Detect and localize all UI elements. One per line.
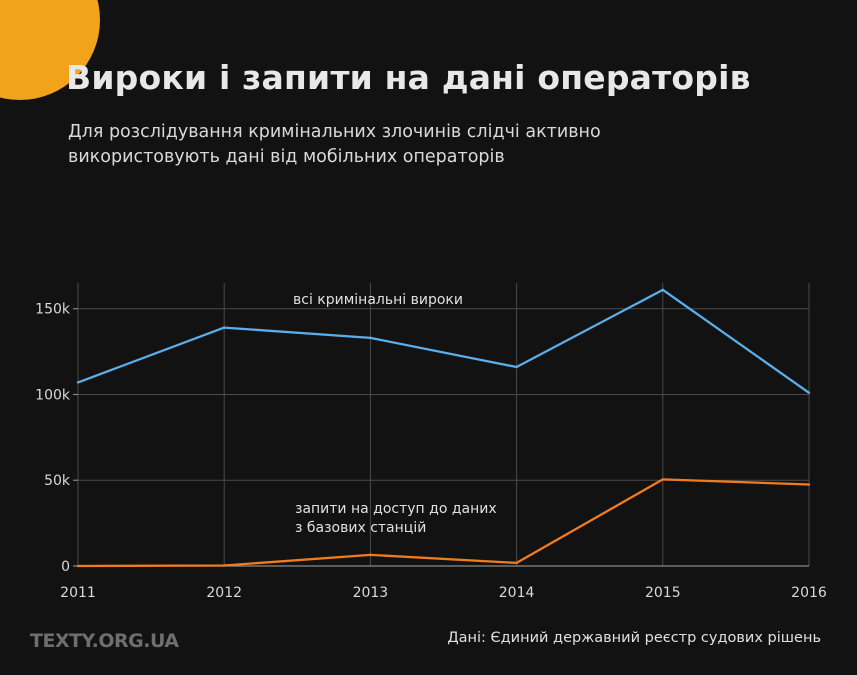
data-point-verdicts — [76, 381, 80, 384]
data-point-requests — [369, 553, 372, 557]
x-tick-label: 2011 — [60, 585, 96, 601]
x-axis: 2011 2012 2013 2014 2015 2016 — [60, 585, 827, 601]
corner-decoration — [0, 0, 100, 100]
x-tick-label: 2014 — [499, 585, 535, 601]
y-tick-label: 150k — [35, 302, 71, 318]
series-label-requests-line1: запити на доступ до даних — [295, 501, 497, 517]
x-tick-label: 2015 — [645, 585, 681, 601]
series-label-verdicts: всі кримінальні вироки — [293, 292, 463, 308]
page-title: Вироки і запити на дані операторів — [66, 58, 751, 97]
y-tick-label: 0 — [61, 559, 70, 575]
data-source: Дані: Єдиний державний реєстр судових рі… — [447, 630, 821, 646]
page-subtitle: Для розслідування кримінальних злочинів … — [68, 122, 601, 167]
y-tick-label: 100k — [35, 387, 71, 403]
data-point-verdicts — [807, 391, 811, 394]
y-tick-label: 50k — [44, 473, 71, 489]
data-point-verdicts — [369, 336, 372, 340]
series-line-verdicts — [77, 288, 810, 394]
chart-series — [76, 288, 811, 568]
chart-grid — [77, 283, 810, 567]
y-axis: 0 50k 100k 150k — [35, 302, 78, 575]
x-tick-label: 2013 — [353, 585, 389, 601]
series-line-requests — [77, 478, 810, 568]
data-point-requests — [661, 478, 664, 481]
texty-logo: TEXTY.ORG.UA — [30, 630, 179, 652]
x-tick-label: 2012 — [206, 585, 242, 601]
data-point-requests — [76, 564, 80, 568]
data-point-verdicts — [223, 326, 226, 329]
series-label-requests-line2: з базових станцій — [295, 520, 426, 536]
data-point-requests — [515, 561, 518, 565]
data-point-verdicts — [661, 288, 664, 292]
data-point-requests — [807, 483, 811, 486]
series-labels: всі кримінальні вироки запити на доступ … — [293, 292, 497, 536]
data-point-requests — [223, 564, 226, 567]
data-point-verdicts — [515, 365, 518, 369]
x-tick-label: 2016 — [791, 585, 827, 601]
